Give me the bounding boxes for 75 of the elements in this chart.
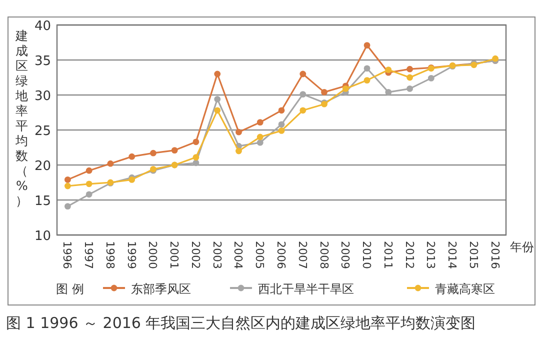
point (406, 86, 413, 92)
x-tick-label: 2014 (446, 241, 459, 269)
point (406, 74, 413, 81)
point (428, 75, 434, 82)
x-tick-label: 2015 (466, 241, 480, 269)
x-tick-label: 2016 (488, 241, 502, 269)
x-tick-label: 2004 (232, 241, 245, 269)
point (385, 66, 392, 73)
x-axis-title: 年份 (510, 240, 534, 254)
point (300, 107, 306, 114)
x-tick-label: 2012 (402, 241, 416, 269)
legend-label: 西北干旱半干旱区 (258, 282, 354, 296)
point (236, 148, 242, 154)
point (300, 91, 306, 98)
point (128, 176, 136, 183)
point (86, 180, 92, 188)
point (321, 89, 328, 96)
point (107, 160, 114, 167)
legend-label: 东部季风区 (131, 282, 191, 296)
y-tick-label: 15 (34, 194, 51, 209)
y-tick-label: 30 (34, 89, 51, 104)
point (300, 70, 306, 78)
point (64, 203, 71, 210)
x-tick-label: 2005 (253, 241, 266, 269)
point (192, 160, 200, 166)
point (278, 121, 285, 128)
point (256, 134, 264, 140)
point (192, 138, 200, 146)
x-tick-label: 1997 (82, 241, 96, 269)
point (236, 128, 242, 136)
y-tick-label: 40 (34, 19, 51, 34)
y-tick-label: 20 (34, 159, 51, 174)
point (256, 119, 264, 126)
point (192, 154, 200, 160)
point (256, 139, 264, 146)
x-tick-label: 2002 (188, 241, 202, 269)
x-tick-label: 2001 (168, 241, 181, 269)
x-tick-label: 2000 (146, 241, 160, 269)
x-tick-label: 2008 (317, 241, 330, 269)
point (214, 70, 221, 78)
point (278, 128, 285, 134)
point (385, 89, 392, 96)
x-tick-label: 2013 (424, 241, 438, 269)
y-tick-label: 10 (34, 229, 51, 244)
point (86, 167, 92, 174)
point (150, 150, 156, 156)
point (171, 147, 178, 154)
point (406, 66, 413, 72)
x-tick-label: 2003 (210, 241, 224, 269)
point (214, 107, 221, 114)
caption: 图 1 1996 ～ 2016 年我国三大自然区内的建成区绿地率平均数演变图 (6, 314, 476, 332)
point (214, 96, 221, 102)
point (492, 55, 499, 62)
x-tick-label: 1998 (103, 241, 116, 269)
point (86, 191, 92, 198)
point (128, 153, 136, 160)
y-tick-label: 25 (34, 124, 51, 139)
x-tick-label: 2006 (274, 241, 288, 269)
x-tick-label: 1999 (124, 241, 138, 269)
point (364, 77, 370, 84)
point (364, 42, 370, 48)
x-tick-label: 2009 (338, 241, 352, 269)
x-tick-label: 2010 (360, 241, 374, 269)
x-tick-label: 2011 (381, 241, 394, 269)
point (64, 176, 71, 183)
point (278, 107, 285, 114)
legend-title: 图 例 (56, 282, 84, 296)
y-tick-label: 35 (34, 54, 51, 69)
x-tick-label: 2007 (296, 241, 309, 269)
point (64, 182, 71, 190)
point (364, 65, 370, 72)
text: 建成区绿地率平均数（%） (16, 28, 28, 208)
point (342, 86, 349, 92)
x-tick-label: 1996 (60, 241, 74, 269)
legend-label: 青藏高寒区 (435, 282, 495, 296)
